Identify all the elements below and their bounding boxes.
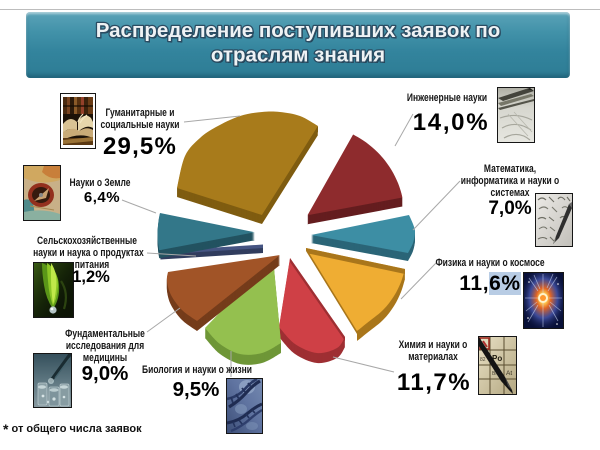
- svg-text:Распределение поступивших заяв: Распределение поступивших заявок по: [96, 19, 501, 42]
- svg-text:Bi: Bi: [492, 371, 496, 377]
- svg-text:отраслям знания: отраслям знания: [211, 44, 385, 67]
- svg-text:82: 82: [480, 357, 486, 363]
- svg-text:Распределение поступивших заяв: Распределение поступивших заявок по: [97, 21, 502, 44]
- svg-text:отраслям знания: отраслям знания: [212, 45, 386, 68]
- svg-text:At: At: [506, 370, 512, 377]
- svg-text:Po: Po: [492, 354, 502, 363]
